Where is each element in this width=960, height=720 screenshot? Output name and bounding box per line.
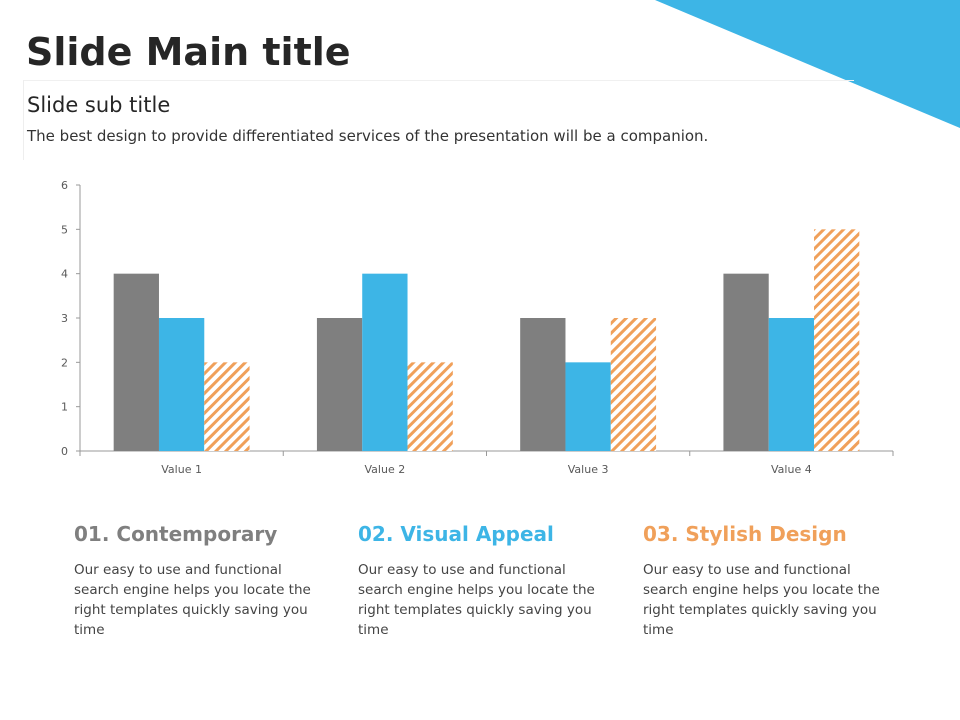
bar-3-value-4 [814,229,860,451]
page-description: The best design to provide differentiate… [27,127,709,145]
bar-3-value-2 [407,362,453,451]
bar-2-value-2 [362,273,408,451]
feature-contemporary: 01. Contemporary Our easy to use and fun… [74,522,324,640]
y-tick-label: 3 [61,312,68,325]
y-tick-label: 4 [61,268,68,281]
y-tick-label: 1 [61,401,68,414]
page-subtitle: Slide sub title [27,93,171,117]
feature-text: Our easy to use and functional search en… [74,562,311,638]
bar-2-value-1 [158,318,205,451]
bar-1-value-2 [316,318,363,451]
title-divider [24,80,854,81]
bar-1-value-1 [113,273,159,451]
bar-chart: 0 1 2 3 4 5 6 Value 1 Value 2 Value 3 Value 4 [61,179,894,476]
feature-text: Our easy to use and functional search en… [643,562,880,638]
feature-heading: 03. Stylish Design [643,522,847,546]
left-divider [23,80,24,160]
y-tick-label: 2 [61,356,68,369]
x-tick-label: Value 3 [568,463,609,476]
y-tick-label: 0 [61,445,68,458]
bar-3-value-1 [204,362,250,451]
x-tick-label: Value 1 [161,463,202,476]
bar-3-value-3 [610,318,657,451]
y-tick-label: 6 [61,179,68,192]
y-tick-label: 5 [61,223,68,236]
feature-stylish-design: 03. Stylish Design Our easy to use and f… [643,522,893,640]
feature-heading: 02. Visual Appeal [358,522,554,546]
x-tick-label: Value 4 [771,463,812,476]
bar-2-value-3 [565,362,611,451]
feature-visual-appeal: 02. Visual Appeal Our easy to use and fu… [358,522,608,640]
x-tick-label: Value 2 [365,463,406,476]
feature-text: Our easy to use and functional search en… [358,562,595,638]
page-title: Slide Main title [26,30,351,74]
bar-2-value-4 [768,318,815,451]
bar-1-value-4 [723,273,769,451]
feature-heading: 01. Contemporary [74,522,278,546]
bar-1-value-3 [520,318,566,451]
decorative-corner-triangle [655,0,960,128]
